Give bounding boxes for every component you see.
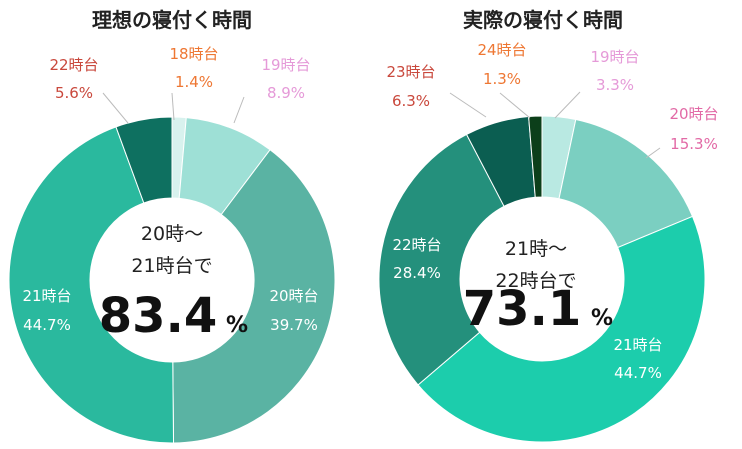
slice-labels: 18時台 1.4% 19時台 8.9% 20時台 39.7% 21時台 44.7… [22,45,318,334]
chart-title: 理想の寝付く時間 [92,8,252,32]
label-18-name: 18時台 [169,45,218,63]
label-22-name: 22時台 [49,56,98,74]
label-24-name: 24時台 [477,41,526,59]
label-20-name: 20時台 [669,105,718,123]
label-21-value: 44.7% [614,364,662,382]
label-24-value: 1.3% [483,70,521,88]
chart-title: 実際の寝付く時間 [463,8,623,32]
center-line-1: 20時～ [141,223,203,245]
center-line-2: 22時台で [495,270,576,292]
label-20-value: 39.7% [270,316,318,334]
donut-slice-22時台 [115,116,173,204]
center-label: 20時～ 21時台で 83.4 % [99,223,248,344]
donut-slices [8,116,336,444]
label-23-name: 23時台 [386,63,435,81]
leader-line-18 [171,92,175,121]
center-line-2: 21時台で [131,255,212,277]
label-22-value: 5.6% [55,84,93,102]
leader-line-23 [449,92,487,118]
label-20-name: 20時台 [269,287,318,305]
leader-line-24 [499,92,531,119]
center-unit: % [591,306,613,331]
center-label: 21時～ 22時台で 73.1 % [463,238,613,337]
label-22-name: 22時台 [392,236,441,254]
donut-slice-22時台 [378,133,505,386]
label-20-value: 15.3% [670,135,718,153]
chart-ideal: 理想の寝付く時間 20時～ 21時台で 83.4 % 18時台 1.4% 19時… [8,8,336,444]
leader-lines [449,91,661,159]
label-21-name: 21時台 [613,336,662,354]
slice-labels: 24時台 1.3% 19時台 3.3% 23時台 6.3% 20時台 15.3%… [386,41,718,382]
donut-slice-20時台 [172,149,336,444]
leader-lines [102,92,245,124]
label-19-value: 8.9% [267,84,305,102]
center-value: 83.4 [99,288,217,344]
donut-slice-24時台 [528,115,543,198]
label-23-value: 6.3% [392,92,430,110]
label-19-name: 19時台 [261,56,310,74]
label-18-value: 1.4% [175,73,213,91]
label-21-name: 21時台 [22,287,71,305]
chart-actual: 実際の寝付く時間 21時～ 22時台で 73.1 % 24時台 1.3% 19時… [378,8,719,443]
leader-line-22 [102,92,129,124]
label-19-name: 19時台 [590,48,639,66]
donut-slice-21時台 [417,215,706,443]
label-22-value: 28.4% [393,264,441,282]
center-value: 73.1 [463,281,581,337]
leader-line-20 [645,147,661,159]
leader-line-19 [233,96,245,124]
leader-line-19 [554,91,581,119]
label-21-value: 44.7% [23,316,71,334]
donut-slice-21時台 [8,126,175,444]
center-unit: % [226,313,248,338]
label-19-value: 3.3% [596,76,634,94]
center-line-1: 21時～ [505,238,567,260]
